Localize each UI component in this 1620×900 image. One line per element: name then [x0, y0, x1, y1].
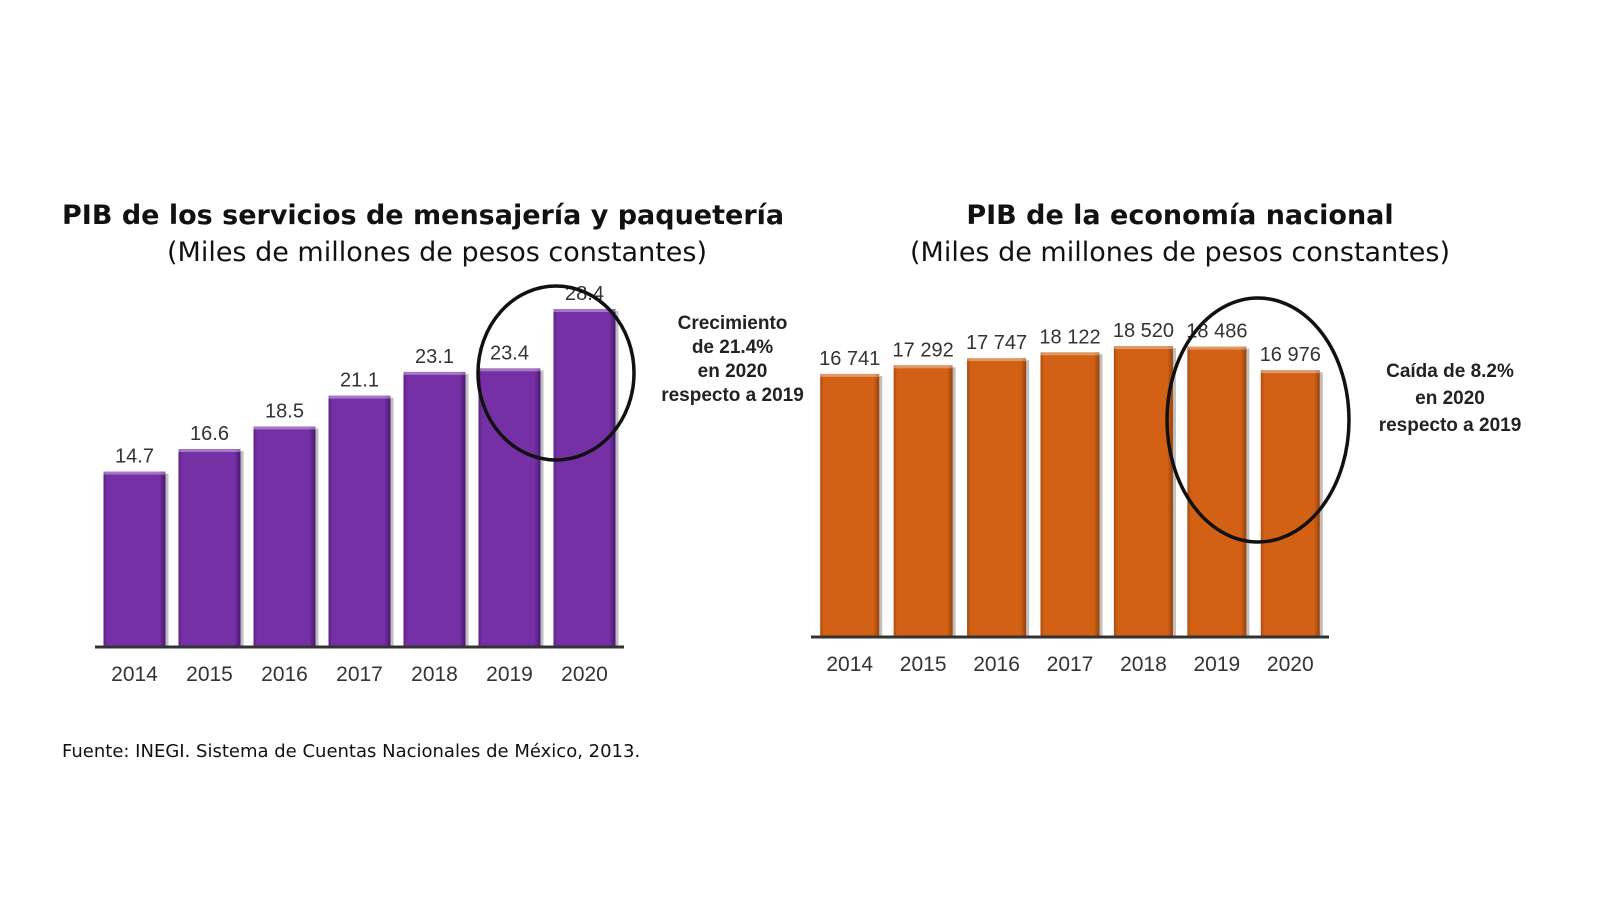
bar-highlight: [478, 368, 541, 372]
x-tick-label: 2020: [1267, 653, 1314, 676]
x-tick-label: 2020: [561, 663, 608, 686]
chart1-subtitle: (Miles de millones de pesos constantes): [166, 237, 708, 268]
x-tick-label: 2015: [186, 663, 233, 686]
chart2-title: PIB de la economía nacional: [966, 200, 1394, 231]
chart2-subtitle: (Miles de millones de pesos constantes): [909, 237, 1451, 268]
bar-2019: [478, 368, 541, 646]
data-label: 21.1: [340, 370, 379, 392]
x-tick-label: 2018: [1120, 653, 1167, 676]
bar-highlight: [253, 426, 316, 430]
bar-highlight: [893, 365, 953, 369]
bar-highlight: [820, 373, 880, 377]
data-label: 16 741: [819, 348, 880, 370]
x-tick-label: 2017: [1047, 653, 1094, 676]
data-label: 23.1: [415, 346, 454, 368]
bar-highlight: [1260, 370, 1320, 374]
bar-highlight: [967, 358, 1027, 362]
bar-2018: [1113, 346, 1173, 636]
bar-2016: [967, 358, 1027, 636]
data-label: 17 747: [966, 332, 1027, 354]
bar-2016: [253, 426, 316, 646]
bar-2017: [1040, 352, 1100, 636]
chart1-title-block: PIB de los servicios de mensajería y paq…: [62, 200, 785, 268]
bar-highlight: [1113, 346, 1173, 350]
source-note: Fuente: INEGI. Sistema de Cuentas Nacion…: [62, 741, 641, 762]
data-label: 18.5: [265, 400, 304, 422]
data-label: 23.4: [490, 342, 529, 364]
data-label: 16 976: [1260, 344, 1321, 366]
bar-highlight: [178, 449, 241, 453]
x-tick-label: 2016: [973, 653, 1020, 676]
chart2-highlight-circle: [1165, 296, 1351, 544]
bar-2019: [1187, 346, 1247, 636]
x-tick-label: 2019: [486, 663, 533, 686]
chart1-annotation: Crecimiento de 21.4% en 2020 respecto a …: [661, 313, 804, 406]
bar-2014: [103, 471, 166, 646]
bar-2018: [403, 371, 466, 646]
chart1-title: PIB de los servicios de mensajería y paq…: [62, 200, 785, 231]
bar-2017: [328, 395, 391, 646]
chart1-highlight-circle: [476, 284, 636, 462]
x-tick-label: 2018: [411, 663, 458, 686]
x-tick-label: 2019: [1193, 653, 1240, 676]
chart2-title-block: PIB de la economía nacional (Miles de mi…: [880, 200, 1480, 268]
data-label: 17 292: [893, 339, 954, 361]
bar-highlight: [1040, 352, 1100, 356]
x-tick-label: 2017: [336, 663, 383, 686]
bar-2014: [820, 373, 880, 636]
bar-2015: [893, 365, 953, 636]
x-tick-label: 2014: [111, 663, 158, 686]
data-label: 18 520: [1113, 320, 1174, 342]
bar-highlight: [403, 371, 466, 375]
bar-2020: [553, 308, 616, 646]
x-tick-label: 2015: [900, 653, 947, 676]
data-label: 16.6: [190, 423, 229, 445]
data-label: 18 122: [1039, 326, 1100, 348]
bar-2020: [1260, 370, 1320, 636]
data-label: 14.7: [115, 446, 154, 468]
bar-highlight: [328, 395, 391, 399]
x-tick-label: 2016: [261, 663, 308, 686]
bar-highlight: [1187, 346, 1247, 350]
chart2-bars: 16 741 2014 17 292 2015 17 747 2016 18 122 2017…: [811, 320, 1329, 676]
x-tick-label: 2014: [826, 653, 873, 676]
bar-highlight: [103, 471, 166, 475]
bar-2015: [178, 449, 241, 646]
chart2-annotation: Caída de 8.2% en 2020 respecto a 2019: [1378, 361, 1522, 436]
chart1-bars: 14.7 2014 16.6 2015 18.5 2016 21.1 2017 23.1 2018…: [95, 283, 624, 686]
bar-highlight: [553, 308, 616, 312]
